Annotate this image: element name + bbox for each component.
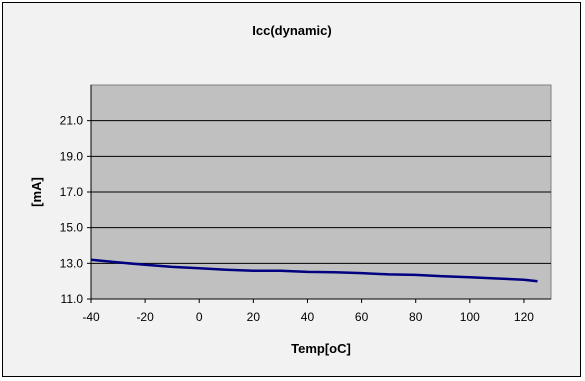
x-tick-label: 0	[196, 310, 203, 324]
x-tick-label: 100	[460, 310, 480, 324]
data-point	[388, 274, 389, 275]
x-tick-label: 80	[409, 310, 423, 324]
y-tick-label: 19.0	[60, 149, 84, 163]
data-point	[469, 277, 470, 278]
data-point	[361, 273, 362, 274]
y-tick-label: 11.0	[61, 292, 84, 306]
data-point	[118, 262, 119, 263]
x-tick-label: 40	[301, 310, 315, 324]
x-axis-label: Temp[oC]	[291, 341, 351, 356]
y-axis-label: [mA]	[29, 177, 44, 207]
y-tick-label: 21.0	[60, 114, 84, 128]
data-point	[253, 270, 254, 271]
y-tick-label: 17.0	[60, 185, 84, 199]
data-point	[523, 279, 524, 280]
data-point	[442, 276, 443, 277]
x-tick-label: -20	[136, 310, 154, 324]
data-point	[334, 272, 335, 273]
data-point	[280, 270, 281, 271]
data-point	[307, 271, 308, 272]
x-tick-label: 20	[247, 310, 261, 324]
y-tick-label: 15.0	[60, 221, 84, 235]
data-point	[226, 269, 227, 270]
x-tick-label: 60	[355, 310, 369, 324]
data-point	[145, 264, 146, 265]
data-point	[537, 281, 538, 282]
x-tick-label: -40	[82, 310, 100, 324]
chart-svg: Icc(dynamic) 11.0 13.0 15.0 17.0 19.0 21.0 -40 -…	[29, 23, 552, 356]
chart-title: Icc(dynamic)	[252, 23, 331, 38]
data-point	[172, 266, 173, 267]
data-point	[199, 268, 200, 269]
x-tick-label: 120	[514, 310, 534, 324]
y-tick-label: 13.0	[60, 256, 84, 270]
data-point	[415, 274, 416, 275]
chart-area: Icc(dynamic) 11.0 13.0 15.0 17.0 19.0 21.0 -40 -…	[2, 2, 581, 377]
series-line	[90, 258, 538, 283]
data-point	[91, 259, 92, 260]
data-point	[496, 278, 497, 279]
